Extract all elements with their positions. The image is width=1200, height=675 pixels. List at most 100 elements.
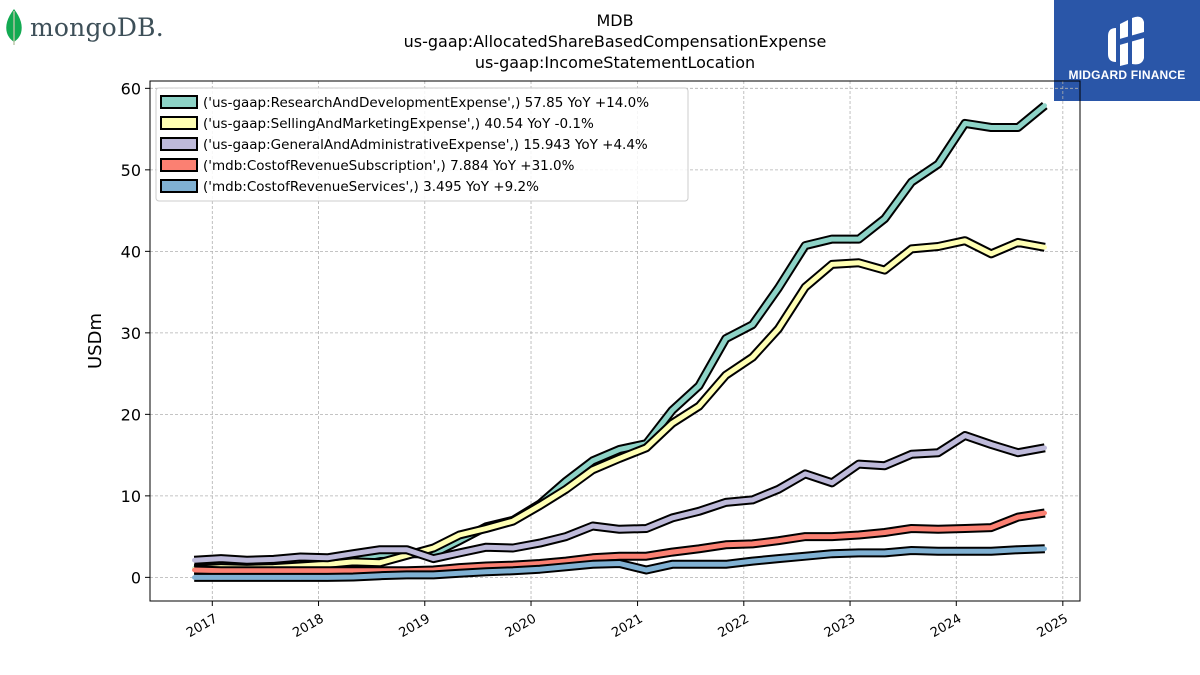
data-point [696,509,702,514]
data-point [962,121,968,126]
data-point [750,558,755,564]
data-point [829,534,835,539]
data-point [244,558,250,563]
data-point [909,452,914,457]
x-tick-label: 2019 [397,611,433,641]
data-point [909,548,914,553]
series-2 [192,236,1048,574]
data-point [670,562,675,567]
data-point [670,549,675,555]
data-point [537,503,542,508]
y-tick-label: 20 [121,405,141,424]
data-point [457,550,462,556]
data-point [563,534,569,539]
legend-label: ('us-gaap:ResearchAndDevelopmentExpense'… [203,95,649,111]
data-point [351,574,356,580]
x-axis: 2017 2018 2019 2020 2021 2022 2023 2024 2025 [184,601,1071,641]
data-point [510,545,516,551]
data-point [271,568,276,573]
data-point [590,523,595,529]
data-point [909,526,914,531]
data-point [351,559,356,565]
data-point [218,575,224,580]
data-point [590,467,595,472]
mongodb-wordmark: mongoDB. [30,12,164,42]
data-point [962,433,968,438]
data-point [218,556,224,561]
data-point [244,568,250,573]
data-point [404,547,409,552]
series-outline [193,236,1046,574]
data-point [590,555,595,560]
data-point [1042,103,1048,108]
data-point [244,575,250,580]
data-point [644,554,649,559]
data-point [882,530,887,535]
data-point [989,251,994,256]
data-point [644,445,649,450]
leaf-icon [6,9,22,45]
data-point [776,326,781,331]
data-point [856,236,861,242]
x-tick-label: 2018 [290,611,326,641]
data-point [617,456,622,461]
legend-item: ('mdb:CostofRevenueServices',) 3.495 YoY… [160,179,539,195]
data-point [563,479,569,484]
data-point [989,442,994,447]
data-point [696,546,702,551]
data-point [192,558,197,563]
y-tick-label: 10 [121,487,141,506]
data-point [271,575,276,580]
legend-item: ('us-gaap:GeneralAndAdministrativeExpens… [160,137,648,153]
series-layer [192,102,1048,582]
data-point [696,404,702,409]
data-point [803,285,808,290]
midgard-finance-name: MIDGARD FINANCE [1068,68,1186,82]
data-point [617,554,622,559]
data-point [1042,245,1048,250]
data-point [670,421,675,426]
data-point [563,487,569,492]
data-point [590,562,595,567]
data-point [404,572,409,578]
data-point [1015,125,1021,130]
legend: ('us-gaap:ResearchAndDevelopmentExpense'… [155,87,689,202]
legend-item: ('us-gaap:SellingAndMarketingExpense',) … [160,116,594,132]
data-point [829,480,835,485]
y-tick-label: 40 [121,242,141,261]
data-point [962,526,968,531]
legend-label: ('us-gaap:GeneralAndAdministrativeExpens… [203,137,648,153]
data-point [510,568,516,573]
data-point [750,355,755,360]
series-5 [192,544,1048,582]
data-point [431,556,436,561]
data-point [829,551,835,556]
data-point [750,497,755,503]
data-point [856,532,861,538]
data-point [457,565,462,570]
y-tick-label: 30 [121,324,141,343]
data-point [351,551,356,556]
data-point [776,285,781,291]
data-point [617,527,622,532]
data-point [750,541,755,547]
data-point [457,532,462,538]
x-tick-label: 2020 [503,611,539,641]
legend-swatch [160,116,198,130]
data-point [962,549,968,554]
data-point [644,567,649,573]
data-point [617,561,622,566]
data-point [431,572,436,578]
data-point [377,560,383,565]
data-point [776,538,781,543]
data-point [325,555,330,560]
series-3 [192,431,1048,565]
data-point [510,562,516,568]
chart-title: MDB [596,11,634,30]
y-tick-label: 0 [131,568,141,587]
y-axis: 0 10 20 30 40 50 60 [121,79,150,587]
data-point [325,568,330,573]
data-point [803,243,808,248]
data-point [617,447,622,452]
x-tick-label: 2022 [716,611,752,641]
